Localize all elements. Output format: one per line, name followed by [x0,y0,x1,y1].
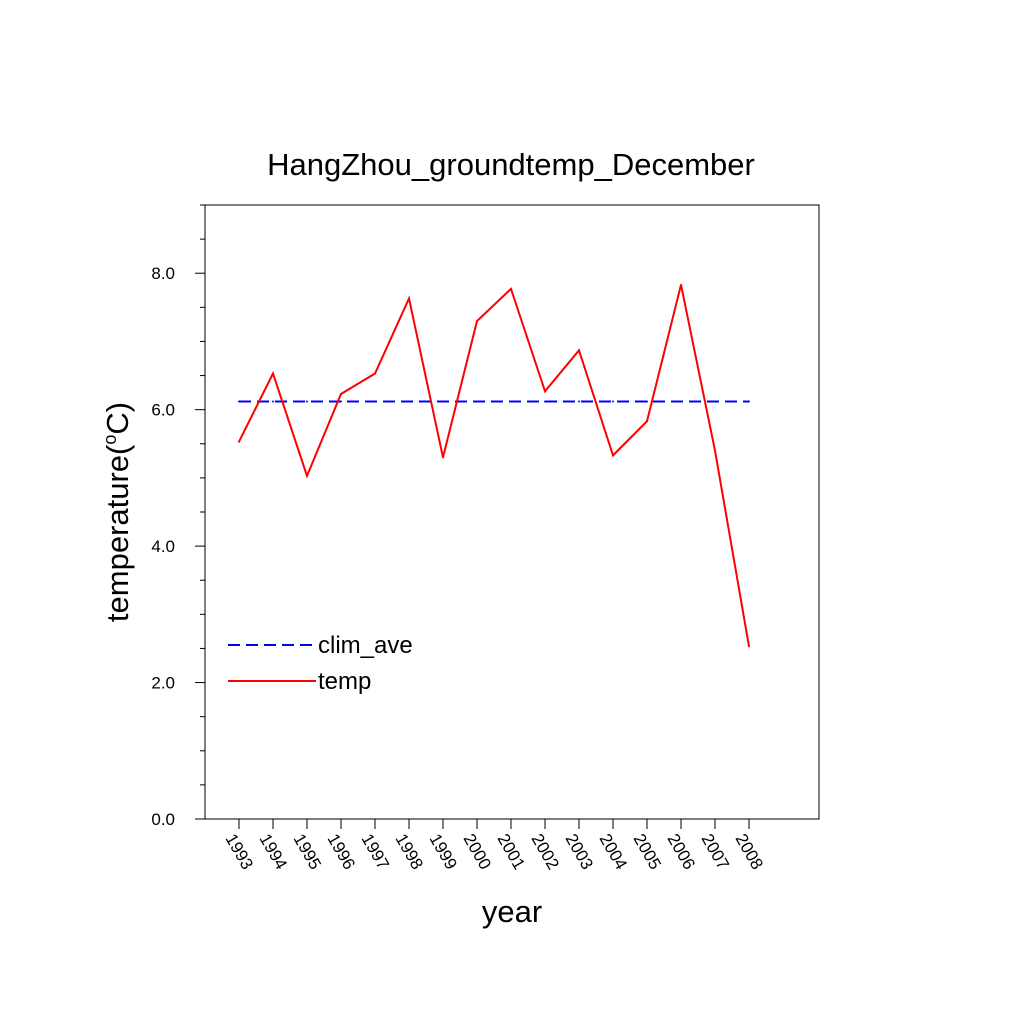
data-point-clim-ave [510,400,512,403]
y-axis-label-main: temperature( [100,444,135,622]
x-tick-label: 1998 [392,831,427,873]
chart-title: HangZhou_groundtemp_December [267,147,755,182]
plot-frame [204,204,820,820]
data-point-clim-ave [442,400,444,403]
x-axis: 1993199419951996199719981999200020012002… [222,819,767,873]
x-tick-label: 2005 [630,831,665,873]
data-point-temp [510,287,512,290]
x-tick-label: 2002 [528,831,563,873]
x-tick-label: 2000 [460,831,495,873]
data-point-temp [476,319,478,322]
data-point-temp [680,283,682,286]
data-point-clim-ave [544,400,546,403]
data-point-temp [408,297,410,300]
data-point-temp [306,474,308,477]
data-point-clim-ave [714,400,716,403]
y-axis-label-superscript: o [100,435,120,445]
x-tick-label: 1993 [222,831,257,873]
legend-label-clim-ave: clim_ave [318,632,413,659]
data-point-temp [272,372,274,375]
data-point-clim-ave [476,400,478,403]
x-tick-label: 2008 [732,831,767,873]
x-tick-label: 1999 [426,831,461,873]
legend: clim_ave temp [228,632,413,695]
data-point-clim-ave [680,400,682,403]
data-point-clim-ave [306,400,308,403]
legend-label-temp: temp [318,668,371,695]
series-line-temp [238,284,750,647]
data-point-temp [714,449,716,452]
data-point-temp [748,645,750,648]
y-tick-label: 4.0 [151,537,175,556]
data-point-temp [612,454,614,457]
x-axis-label: year [482,894,542,929]
x-tick-label: 2003 [562,831,597,873]
y-tick-label: 0.0 [151,810,175,829]
x-tick-label: 2007 [698,831,733,873]
series-layer [238,283,750,648]
data-point-clim-ave [748,400,750,403]
data-point-temp [238,440,240,443]
data-point-temp [544,390,546,393]
data-point-temp [578,349,580,352]
x-tick-label: 1996 [324,831,359,873]
y-axis-label-unit: C) [100,402,135,435]
x-tick-label: 2001 [494,831,529,873]
data-point-clim-ave [578,400,580,403]
data-point-temp [442,456,444,459]
data-point-temp [646,420,648,423]
data-point-clim-ave [340,400,342,403]
data-point-clim-ave [272,400,274,403]
x-tick-label: 2006 [664,831,699,873]
x-tick-label: 1995 [290,831,325,873]
data-point-clim-ave [646,400,648,403]
data-point-clim-ave [612,400,614,403]
y-axis: 0.0 2.0 4.0 6.0 8.0 [151,204,205,829]
x-tick-label: 1997 [358,831,393,873]
data-point-clim-ave [238,400,240,403]
y-tick-label: 2.0 [151,674,175,693]
data-point-temp [340,392,342,395]
data-point-clim-ave [374,400,376,403]
data-point-clim-ave [408,400,410,403]
x-tick-label: 1994 [256,831,291,873]
x-tick-label: 2004 [596,831,631,873]
y-tick-label: 8.0 [151,264,175,283]
y-tick-label: 6.0 [151,401,175,420]
y-axis-label: temperature(oC) [100,402,135,622]
data-point-temp [374,372,376,375]
